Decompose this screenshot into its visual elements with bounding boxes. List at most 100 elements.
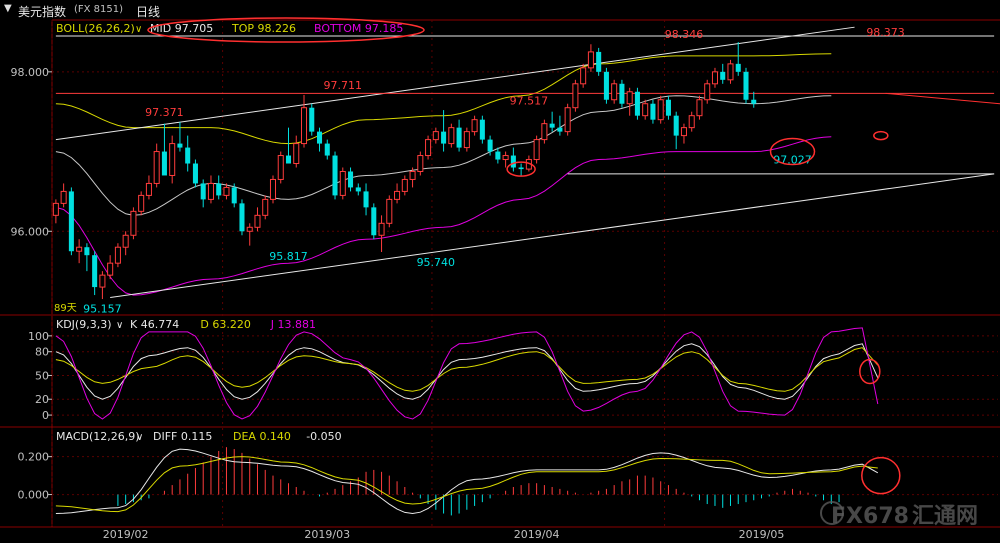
candle-body (533, 139, 540, 161)
window-title-bar: ▼ 美元指数 (FX 8151) 日线 (0, 0, 1000, 20)
candle-body (572, 83, 579, 109)
candle-body (153, 151, 160, 184)
candle-body (487, 139, 493, 152)
candle-body (114, 246, 121, 264)
candle-body (177, 143, 183, 148)
kdj-d-value: D 63.220 (200, 318, 250, 331)
kdj-k-value: K 46.774 (130, 318, 179, 331)
grid-layer (0, 19, 1000, 528)
y-tick-label: 0 (42, 409, 49, 422)
y-tick-label: 20 (35, 393, 49, 406)
price-label: 95.740 (417, 256, 456, 269)
candle-body (300, 107, 308, 145)
price-panel: 97.371 97.711 97.517 98.346 98.373 95.817 95.7… (52, 22, 995, 315)
candle-body (456, 127, 462, 148)
candle-body (169, 143, 176, 176)
candle-body (518, 167, 524, 170)
macd-dea-value: DEA 0.140 (233, 430, 291, 443)
candle-body (316, 131, 323, 144)
y-tick-label: 50 (35, 369, 49, 382)
watermark-brand: FX678 (831, 504, 909, 529)
macd-macd-value: -0.050 (306, 430, 341, 443)
candle-body (324, 143, 330, 156)
boll-bottom-line (55, 136, 832, 296)
candle-body (502, 155, 509, 161)
highlight-circle (861, 456, 901, 495)
candle-body (417, 155, 424, 172)
candle-body (348, 171, 354, 188)
candle-body (293, 143, 300, 165)
candle-body (642, 103, 649, 117)
candle-body (68, 191, 74, 252)
y-tick-label: 98.000 (11, 66, 50, 79)
candle-body (239, 203, 245, 232)
annotation-layer (147, 17, 1000, 495)
candle-body (339, 170, 346, 196)
candle-body (704, 83, 711, 101)
candle-body (711, 71, 718, 85)
candle-body (696, 99, 703, 117)
candle-body (246, 226, 253, 232)
price-label: 97.371 (145, 106, 184, 119)
candle-body (720, 71, 726, 80)
candle-body (285, 155, 292, 164)
candle-body (371, 207, 377, 236)
macd-indicator-label: MACD(12,26,9) (56, 430, 140, 443)
candle-body (650, 103, 656, 120)
x-tick-label: 2019/03 (304, 528, 350, 541)
candle-body (665, 99, 671, 116)
price-label: 95.157 (83, 302, 122, 315)
period-label[interactable]: 日线 (136, 5, 161, 19)
candle-body (549, 123, 555, 128)
price-label: 98.373 (866, 26, 905, 39)
candle-body (557, 127, 563, 132)
candle-body (743, 71, 749, 100)
candle-body (587, 51, 594, 69)
kdj-indicator-label: KDJ(9,3,3) (56, 318, 112, 331)
price-label: 95.817 (269, 250, 308, 263)
price-marker-line (885, 92, 1000, 105)
kdj-panel: KDJ(9,3,3) ∨ K 46.774 D 63.220 J 13.881 (55, 318, 879, 420)
candle-body (277, 155, 284, 180)
boll-mid-value: MID 97.705 (150, 22, 213, 35)
candle-body (363, 191, 369, 208)
dropdown-icon: ∨ (135, 24, 142, 35)
candle-body (603, 71, 609, 100)
candle-body (145, 182, 152, 196)
trendline (110, 173, 995, 298)
candle-body (231, 187, 237, 204)
kdj-j-value: J 13.881 (270, 318, 316, 331)
candle-body (223, 186, 230, 196)
price-label: 97.711 (324, 79, 363, 92)
macd-panel: MACD(12,26,9)∨ DIFF 0.115 DEA 0.140 -0.050 (55, 430, 879, 516)
macd-diff-value: DIFF 0.115 (153, 430, 212, 443)
watermark-cn: 汇通网 (912, 504, 978, 529)
y-tick-label: 0.200 (18, 451, 50, 464)
y-tick-label: 80 (35, 346, 49, 359)
candle-body (192, 163, 198, 184)
candle-body (262, 198, 269, 216)
macd-dea-line (55, 456, 878, 513)
candle-body (619, 83, 625, 104)
highlight-circle (873, 130, 889, 141)
x-tick-label: 2019/05 (739, 528, 785, 541)
kdj-j-line (55, 327, 879, 420)
candle-body (673, 115, 679, 136)
macd-diff-line (55, 448, 879, 515)
candle-body (510, 155, 516, 168)
candle-body (185, 147, 191, 164)
candle-body (727, 63, 734, 81)
candle-body (463, 131, 470, 149)
candle-body (471, 119, 478, 133)
candle-body (564, 107, 571, 133)
candle-body (92, 255, 98, 288)
candle-body (735, 63, 741, 72)
candle-body (355, 187, 361, 192)
candle-body (495, 151, 501, 160)
dropdown-icon: ∨ (136, 432, 143, 443)
y-tick-label: 100 (28, 330, 49, 343)
price-label: 97.517 (510, 94, 549, 107)
candle-body (269, 178, 277, 200)
dropdown-icon[interactable]: ▼ (4, 3, 12, 14)
candle-body (688, 115, 695, 129)
